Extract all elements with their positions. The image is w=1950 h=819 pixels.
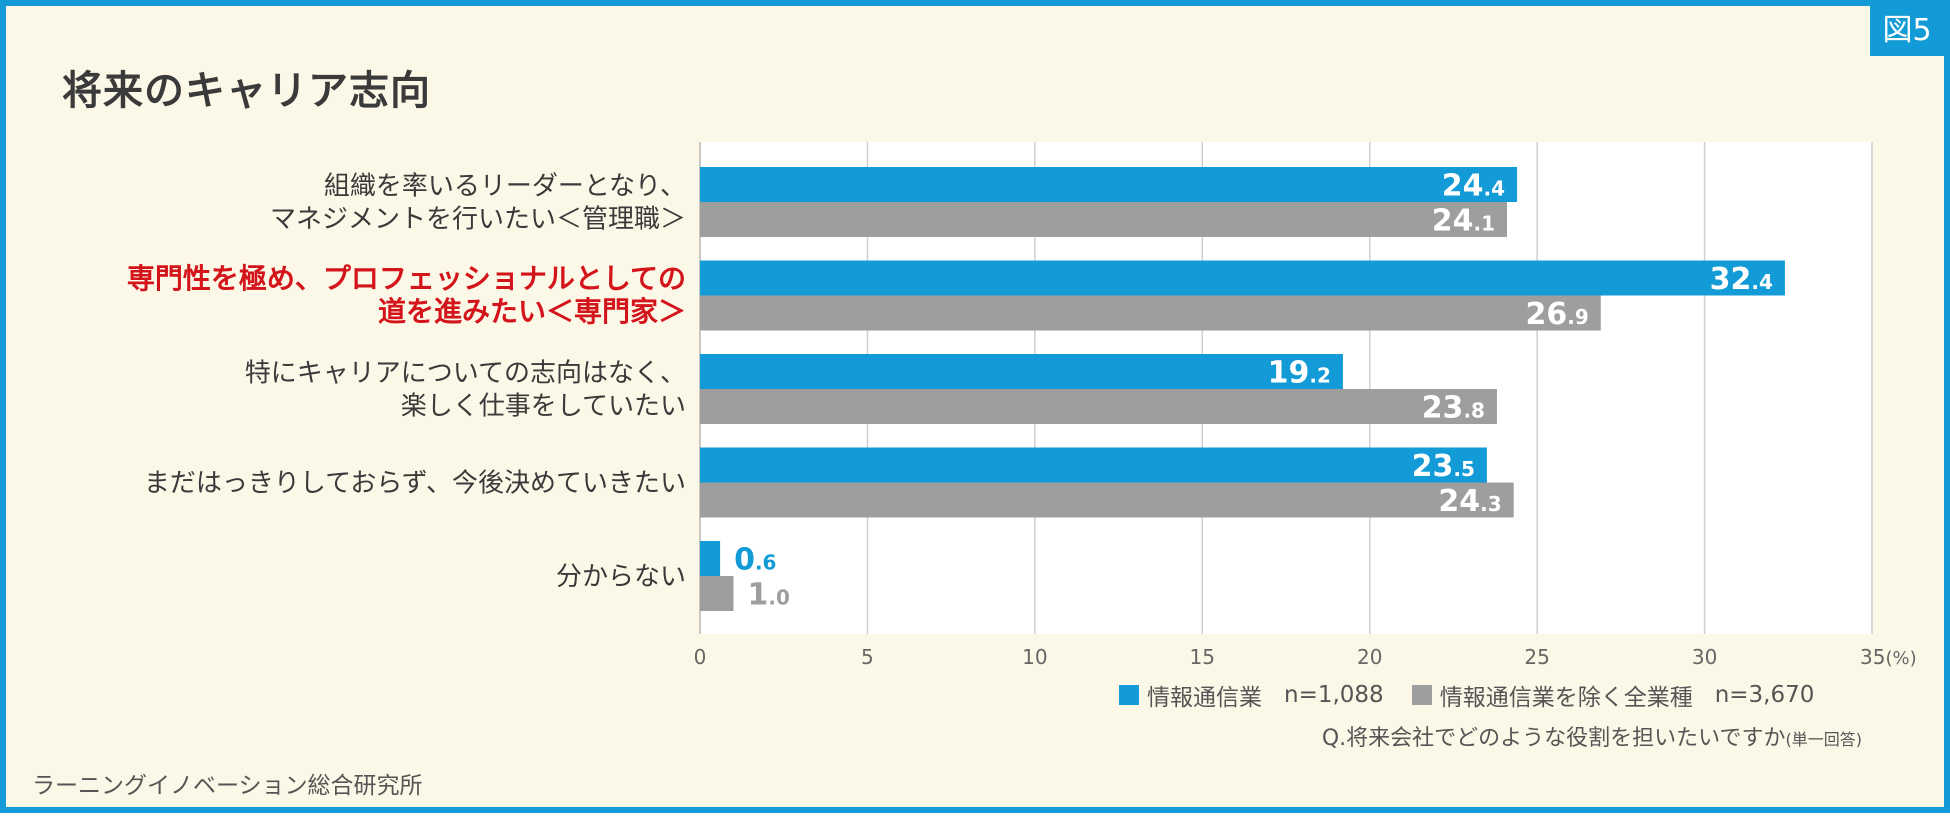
category-label-5-line-1: 分からない bbox=[556, 562, 686, 592]
legend-label-series-2: 情報通信業を除く全業種 bbox=[1439, 685, 1693, 711]
data-label-2-2: 26.9 bbox=[1526, 297, 1589, 332]
x-axis-unit: (%) bbox=[1885, 648, 1916, 669]
bar-2-4 bbox=[700, 482, 1514, 518]
legend-n-series-1: n=1,088 bbox=[1284, 682, 1384, 708]
x-tick-label-10: 10 bbox=[1022, 645, 1047, 669]
bar-2-3 bbox=[700, 389, 1497, 424]
bar-1-3 bbox=[700, 354, 1343, 389]
legend-label-series-1: 情報通信業 bbox=[1147, 685, 1262, 711]
category-label-1-line-2: マネジメントを行いたい＜管理職＞ bbox=[270, 205, 686, 235]
category-label-2-line-1: 専門性を極め、プロフェッショナルとしての bbox=[127, 262, 686, 295]
bar-1-1 bbox=[700, 167, 1518, 202]
data-label-1-4: 23.5 bbox=[1412, 449, 1475, 484]
x-tick-label-0: 0 bbox=[694, 645, 707, 669]
legend: 情報通信業 n=1,088 情報通信業を除く全業種 n=3,670 bbox=[1119, 678, 1814, 712]
x-tick-label-5: 5 bbox=[861, 645, 874, 669]
legend-swatch-series-2 bbox=[1411, 685, 1432, 705]
data-label-2-5: 1.0 bbox=[747, 578, 789, 613]
source-credit: ラーニングイノベーション総合研究所 bbox=[32, 773, 423, 799]
bar-2-1 bbox=[700, 202, 1508, 237]
x-tick-label-15: 15 bbox=[1190, 645, 1215, 669]
legend-swatch-series-1 bbox=[1119, 685, 1139, 705]
bar-1-4 bbox=[700, 447, 1487, 483]
bar-2-2 bbox=[700, 295, 1601, 331]
bar-chart: 0 5 10 15 20 25 30 35(%) 24.424.1 組織を率いるリーダーとなり、マ… bbox=[127, 142, 1917, 669]
data-label-1-3: 19.2 bbox=[1268, 356, 1331, 391]
data-label-1-2: 32.4 bbox=[1710, 262, 1773, 297]
figure-label: 図5 bbox=[1870, 6, 1944, 56]
category-label-3-line-1: 特にキャリアについての志向はなく、 bbox=[245, 359, 686, 389]
survey-question: Q.将来会社でどのような役割を担いたいですか(単一回答) bbox=[1322, 720, 1862, 752]
x-tick-label-30: 30 bbox=[1692, 645, 1717, 669]
data-label-1-1: 24.4 bbox=[1442, 169, 1505, 204]
category-label-3-line-2: 楽しく仕事をしていたい bbox=[401, 392, 686, 422]
category-label-2-line-2: 道を進みたい＜専門家＞ bbox=[378, 295, 686, 328]
bar-1-2 bbox=[700, 260, 1785, 296]
data-label-1-5: 0.6 bbox=[734, 543, 776, 578]
data-label-2-3: 23.8 bbox=[1422, 391, 1485, 426]
question-text: Q.将来会社でどのような役割を担いたいですか bbox=[1321, 726, 1786, 751]
category-label-1-line-1: 組織を率いるリーダーとなり、 bbox=[324, 172, 686, 202]
category-label-4-line-1: まだはっきりしておらず、今後決めていきたい bbox=[144, 469, 686, 499]
bar-2-5 bbox=[700, 576, 734, 611]
bar-1-5 bbox=[700, 541, 721, 576]
data-label-2-4: 24.3 bbox=[1438, 484, 1501, 519]
legend-n-series-2: n=3,670 bbox=[1714, 682, 1815, 708]
x-tick-label-25: 25 bbox=[1524, 645, 1549, 669]
chart-title: 将来のキャリア志向 bbox=[62, 68, 431, 114]
x-tick-label-35: 35(%) bbox=[1860, 645, 1917, 669]
x-tick-label-20: 20 bbox=[1357, 645, 1382, 669]
question-note: (単一回答) bbox=[1785, 730, 1863, 749]
data-label-2-1: 24.1 bbox=[1432, 204, 1495, 239]
